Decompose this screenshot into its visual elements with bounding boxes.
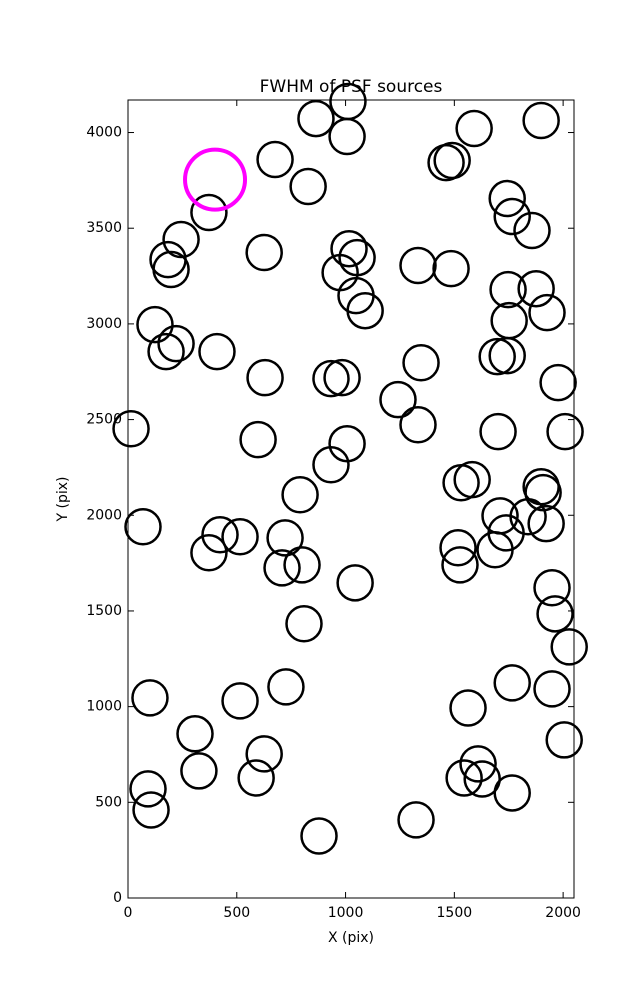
- source-marker: [449, 689, 487, 727]
- source-marker: [330, 229, 368, 268]
- source-marker: [300, 817, 338, 855]
- source-marker: [459, 745, 497, 783]
- x-tick-label: 1000: [328, 905, 364, 921]
- source-marker: [131, 679, 169, 717]
- source-marker: [493, 774, 531, 812]
- source-marker: [545, 721, 583, 759]
- source-marker: [129, 770, 167, 808]
- source-marker: [283, 546, 321, 584]
- source-marker: [246, 358, 284, 397]
- y-tick-label: 3500: [86, 220, 122, 236]
- source-marker: [550, 628, 588, 666]
- source-marker: [439, 529, 477, 567]
- x-tick-label: 0: [124, 905, 133, 921]
- source-marker: [289, 167, 327, 206]
- source-marker: [489, 270, 527, 309]
- source-marker: [522, 101, 560, 140]
- source-marker: [245, 735, 283, 773]
- x-axis-label: X (pix): [328, 930, 374, 946]
- source-marker: [198, 332, 236, 371]
- y-tick-label: 500: [95, 794, 122, 810]
- source-marker: [513, 211, 551, 250]
- source-marker: [281, 476, 319, 514]
- y-tick-label: 2000: [86, 507, 122, 523]
- source-marker: [201, 516, 239, 554]
- source-marker: [528, 293, 566, 332]
- source-marker: [147, 332, 185, 371]
- source-marker: [517, 269, 555, 308]
- source-marker: [312, 359, 350, 398]
- source-marker: [402, 343, 440, 382]
- y-tick-label: 4000: [86, 125, 122, 141]
- source-marker: [493, 197, 531, 236]
- source-marker: [162, 220, 200, 259]
- source-marker: [263, 549, 301, 587]
- source-marker: [481, 497, 519, 535]
- source-marker: [397, 801, 435, 839]
- plot-frame: [127, 99, 575, 899]
- source-marker: [239, 420, 277, 459]
- source-marker: [152, 250, 190, 289]
- source-marker: [479, 412, 517, 451]
- source-marker: [432, 249, 470, 288]
- source-marker: [433, 141, 471, 180]
- source-marker: [190, 534, 228, 572]
- source-marker: [533, 569, 571, 607]
- source-marker: [328, 117, 366, 156]
- source-marker: [297, 99, 335, 138]
- source-marker: [539, 363, 577, 402]
- source-marker: [527, 504, 565, 543]
- source-marker: [336, 564, 374, 602]
- x-tick-label: 1500: [437, 905, 473, 921]
- source-marker: [493, 664, 531, 702]
- source-marker: [183, 147, 248, 212]
- y-tick-label: 1000: [86, 699, 122, 715]
- source-marker: [533, 670, 571, 708]
- source-marker: [190, 193, 228, 232]
- source-marker: [312, 445, 350, 484]
- y-tick-label: 1500: [86, 603, 122, 619]
- source-marker: [221, 682, 259, 720]
- x-tick-label: 2000: [545, 905, 581, 921]
- y-tick-label: 3000: [86, 316, 122, 332]
- source-marker: [546, 412, 584, 451]
- y-axis-label: Y (pix): [55, 477, 71, 523]
- source-marker: [323, 358, 361, 397]
- source-marker: [453, 460, 491, 499]
- source-marker: [267, 668, 305, 706]
- x-tick-label: 500: [223, 905, 250, 921]
- source-marker: [132, 791, 170, 829]
- source-marker: [455, 109, 493, 148]
- source-marker: [157, 324, 195, 363]
- source-marker: [399, 246, 437, 285]
- source-marker: [221, 517, 259, 556]
- source-marker: [379, 380, 417, 419]
- source-marker: [266, 519, 304, 557]
- source-marker: [180, 752, 218, 790]
- source-marker: [524, 473, 562, 512]
- source-marker: [237, 759, 275, 797]
- source-marker: [490, 301, 528, 340]
- source-marker: [245, 233, 283, 272]
- source-marker: [136, 305, 174, 344]
- source-marker: [124, 507, 162, 546]
- chart-title: FWHM of PSF sources: [260, 77, 443, 97]
- source-marker: [463, 760, 501, 798]
- source-marker: [285, 605, 323, 643]
- source-marker: [441, 546, 479, 584]
- source-marker: [256, 140, 294, 179]
- source-marker: [488, 179, 526, 218]
- source-marker: [445, 759, 483, 797]
- source-marker: [399, 405, 437, 444]
- source-marker: [338, 238, 376, 277]
- source-marker: [536, 595, 574, 633]
- source-marker: [112, 410, 150, 448]
- source-marker: [176, 715, 214, 753]
- source-marker: [478, 337, 516, 376]
- source-marker: [346, 291, 384, 330]
- y-tick-label: 0: [113, 890, 122, 906]
